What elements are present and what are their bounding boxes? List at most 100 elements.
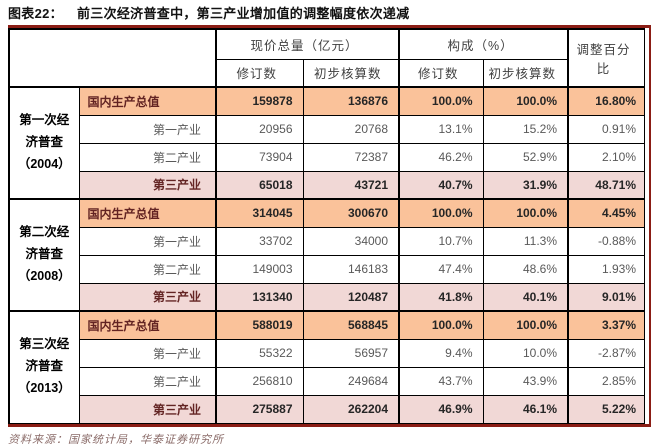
- cell-revised-total: 55322: [215, 338, 304, 368]
- cell-adjust-percent: 2.10%: [567, 142, 646, 172]
- cell-revised-share: 43.7%: [398, 366, 484, 396]
- row-label: 第二产业: [78, 142, 217, 172]
- cell-preliminary-share: 100.0%: [482, 310, 569, 340]
- cell-adjust-percent: 4.45%: [567, 198, 646, 228]
- row-label: 第一产业: [78, 338, 217, 368]
- figure-title-text: 前三次经济普查中，第三产业增加值的调整幅度依次递减: [76, 6, 410, 21]
- cell-adjust-percent: 2.85%: [567, 366, 646, 396]
- cell-preliminary-total: 568845: [302, 310, 400, 340]
- subcolumn-preliminary: 初步核算数: [482, 58, 569, 88]
- table-row: 第一产业 55322 56957 9.4% 10.0% -2.87%: [9, 338, 646, 368]
- row-label: 国内生产总值: [78, 86, 217, 116]
- column-adjust-percent: 调整百分比: [567, 28, 646, 88]
- cell-adjust-percent: 0.91%: [567, 114, 646, 144]
- row-label: 第三产业: [78, 282, 217, 312]
- cell-adjust-percent: 5.22%: [567, 394, 646, 424]
- row-label: 国内生产总值: [78, 310, 217, 340]
- figure-number: 图表22：: [8, 6, 63, 21]
- census-group-label-2013: 第三次经 济普查 （2013）: [8, 310, 80, 424]
- cell-revised-share: 10.7%: [398, 226, 484, 256]
- header-corner-cell: [8, 28, 217, 88]
- cell-preliminary-total: 262204: [302, 394, 400, 424]
- cell-revised-total: 588019: [215, 310, 304, 340]
- table-row: 第一产业 20956 20768 13.1% 15.2% 0.91%: [9, 114, 646, 144]
- cell-adjust-percent: 9.01%: [567, 282, 646, 312]
- cell-revised-total: 256810: [215, 366, 304, 396]
- cell-preliminary-total: 146183: [302, 254, 400, 284]
- cell-preliminary-share: 46.1%: [482, 394, 569, 424]
- cell-preliminary-total: 72387: [302, 142, 400, 172]
- column-group-price-total: 现价总量（亿元）: [214, 28, 400, 60]
- cell-revised-total: 131340: [215, 282, 304, 312]
- cell-revised-total: 33702: [215, 226, 304, 256]
- figure-title: 图表22： 前三次经济普查中，第三产业增加值的调整幅度依次递减: [0, 0, 656, 24]
- cell-preliminary-share: 43.9%: [482, 366, 569, 396]
- cell-preliminary-total: 43721: [302, 170, 400, 200]
- census-group-label-2008: 第二次经 济普查 （2008）: [8, 198, 80, 312]
- cell-revised-share: 47.4%: [398, 254, 484, 284]
- cell-preliminary-total: 56957: [302, 338, 400, 368]
- table-row: 第一产业 33702 34000 10.7% 11.3% -0.88%: [9, 226, 646, 256]
- cell-revised-share: 41.8%: [398, 282, 484, 312]
- table-row-gdp: 第二次经 济普查 （2008） 国内生产总值 314045 300670 100…: [8, 198, 646, 312]
- column-group-composition: 构成（%）: [398, 28, 569, 60]
- subcolumn-revised: 修订数: [398, 58, 484, 88]
- cell-revised-share: 13.1%: [398, 114, 484, 144]
- cell-revised-total: 314045: [215, 198, 304, 228]
- cell-revised-total: 65018: [215, 170, 304, 200]
- subcolumn-revised: 修订数: [215, 58, 304, 88]
- row-label: 第三产业: [78, 170, 217, 200]
- census-adjustment-table: 现价总量（亿元） 构成（%） 调整百分比 修订数 初步核算数 修订数 初步核算数…: [8, 28, 646, 424]
- row-label: 第二产业: [78, 254, 217, 284]
- cell-preliminary-share: 31.9%: [482, 170, 569, 200]
- table-row-tertiary: 第三产业 131340 120487 41.8% 40.1% 9.01%: [9, 282, 646, 312]
- table-row: 第二产业 149003 146183 47.4% 48.6% 1.93%: [9, 254, 646, 284]
- cell-revised-share: 46.9%: [398, 394, 484, 424]
- cell-preliminary-share: 52.9%: [482, 142, 569, 172]
- row-label: 第一产业: [78, 114, 217, 144]
- cell-preliminary-total: 300670: [302, 198, 400, 228]
- cell-adjust-percent: 48.71%: [567, 170, 646, 200]
- table-row-tertiary: 第三产业 65018 43721 40.7% 31.9% 48.71%: [9, 170, 646, 200]
- cell-adjust-percent: -2.87%: [567, 338, 646, 368]
- cell-revised-total: 73904: [215, 142, 304, 172]
- row-label: 第一产业: [78, 226, 217, 256]
- row-label: 第二产业: [78, 366, 217, 396]
- table-row: 第二产业 256810 249684 43.7% 43.9% 2.85%: [9, 366, 646, 396]
- cell-adjust-percent: -0.88%: [567, 226, 646, 256]
- data-table-frame: 现价总量（亿元） 构成（%） 调整百分比 修订数 初步核算数 修订数 初步核算数…: [8, 25, 651, 427]
- table-row: 第二产业 73904 72387 46.2% 52.9% 2.10%: [9, 142, 646, 172]
- header-row-1: 现价总量（亿元） 构成（%） 调整百分比: [8, 28, 646, 88]
- source-note: 资料来源：国家统计局，华泰证券研究所: [8, 433, 224, 446]
- cell-preliminary-share: 48.6%: [482, 254, 569, 284]
- cell-preliminary-share: 10.0%: [482, 338, 569, 368]
- cell-preliminary-share: 40.1%: [482, 282, 569, 312]
- cell-adjust-percent: 1.93%: [567, 254, 646, 284]
- cell-revised-total: 275887: [215, 394, 304, 424]
- row-label: 第三产业: [78, 394, 217, 424]
- cell-preliminary-total: 20768: [302, 114, 400, 144]
- cell-revised-total: 20956: [215, 114, 304, 144]
- row-label: 国内生产总值: [78, 198, 217, 228]
- cell-revised-share: 100.0%: [398, 198, 484, 228]
- cell-revised-total: 159878: [215, 86, 304, 116]
- cell-preliminary-share: 100.0%: [482, 198, 569, 228]
- cell-revised-share: 40.7%: [398, 170, 484, 200]
- cell-preliminary-total: 249684: [302, 366, 400, 396]
- cell-revised-share: 100.0%: [398, 86, 484, 116]
- subcolumn-preliminary: 初步核算数: [302, 58, 400, 88]
- table-row-gdp: 第一次经 济普查 （2004） 国内生产总值 159878 136876 100…: [8, 86, 646, 200]
- cell-preliminary-share: 100.0%: [482, 86, 569, 116]
- cell-revised-share: 46.2%: [398, 142, 484, 172]
- cell-revised-total: 149003: [215, 254, 304, 284]
- cell-preliminary-share: 11.3%: [482, 226, 569, 256]
- cell-adjust-percent: 3.37%: [567, 310, 646, 340]
- cell-preliminary-total: 136876: [302, 86, 400, 116]
- cell-preliminary-share: 15.2%: [482, 114, 569, 144]
- cell-revised-share: 9.4%: [398, 338, 484, 368]
- cell-adjust-percent: 16.80%: [567, 86, 646, 116]
- cell-preliminary-total: 120487: [302, 282, 400, 312]
- table-row-tertiary: 第三产业 275887 262204 46.9% 46.1% 5.22%: [9, 394, 646, 424]
- cell-preliminary-total: 34000: [302, 226, 400, 256]
- header-row-2: 修订数 初步核算数 修订数 初步核算数: [9, 58, 645, 88]
